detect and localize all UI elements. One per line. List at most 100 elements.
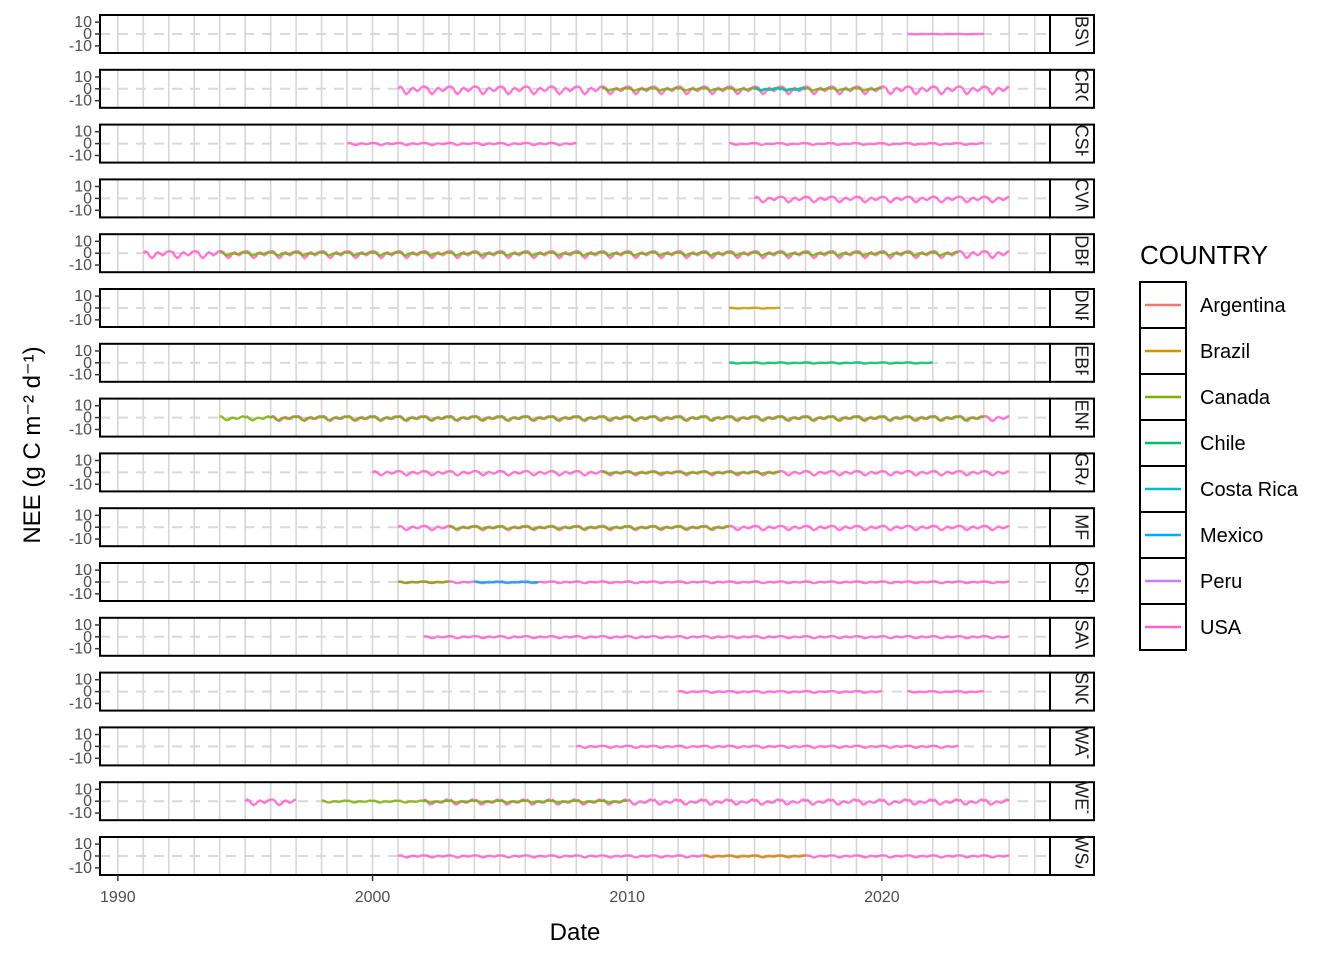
series-line-chile [728,361,933,365]
facet-label: DBF [1071,235,1091,271]
legend-label: Canada [1200,387,1271,409]
y-tick-label: 10 [74,179,92,196]
facet-strip [1049,616,1095,657]
series-lines [728,361,933,365]
y-tick-label: -10 [69,421,92,438]
facet-panel-wat: WAT 100-10 [69,726,1095,767]
facet-panel-wsa: WSA 100-10 [69,835,1095,877]
facet-strip [1049,562,1095,602]
legend-label: Brazil [1200,341,1250,363]
facet-label: CVM [1071,178,1091,218]
series-line-mexico [474,580,539,584]
y-tick-label: 0 [83,355,92,372]
facet-panel-sav: SAV 100-10 [69,616,1095,658]
facet-label: OSH [1071,562,1091,601]
y-axis: 100-10 [69,288,100,329]
y-tick-label: -10 [69,695,92,712]
facet-label: GRA [1071,453,1091,492]
facet-strip [1049,123,1095,164]
series-line-usa [753,195,1010,204]
series-line-canada [448,525,730,531]
y-axis: 100-10 [69,727,100,767]
y-tick-label: 10 [74,398,92,415]
facet-strip [1049,507,1095,548]
series-line-costa-rica [754,86,807,92]
facet-label: ENF [1071,400,1091,436]
facet-panel-dbf: DBF 100-10 [69,233,1095,274]
legend-entry-canada: Canada [1139,373,1271,421]
y-tick-label: 0 [83,300,92,317]
y-axis: 100-10 [69,507,100,548]
y-tick-label: -10 [69,641,92,658]
y-tick-label: 10 [74,343,92,360]
x-tick-label: 2000 [355,889,391,906]
facet-label: EBF [1071,345,1091,380]
series-line-usa [677,689,883,695]
y-axis: 100-10 [69,69,100,110]
series-line-canada [321,799,628,804]
facet-strip [1049,726,1095,767]
legend: COUNTRY Argentina Brazil Canada Chile Costa … [1139,240,1299,651]
series-lines [728,306,780,310]
series-line-usa [575,744,959,750]
legend-label: Chile [1200,433,1246,455]
y-tick-label: 10 [74,562,92,579]
y-tick-label: -10 [69,750,92,767]
facet-strip [1049,452,1095,493]
series-line-canada [601,86,883,92]
y-axis: 100-10 [69,14,100,55]
facet-panel-gra: GRA 100-10 [69,452,1095,493]
y-tick-label: -10 [69,257,92,274]
facet-panels: BSV100-10CRO100-10CSH100-10CVM100-10DBF1… [69,14,1095,877]
series-line-usa [423,634,1010,640]
y-tick-label: 10 [74,672,92,689]
y-tick-label: 0 [83,519,92,536]
legend-label: Argentina [1200,295,1286,317]
y-axis: 100-10 [69,179,100,219]
series-line-canada [219,415,985,422]
y-tick-label: 0 [83,190,92,207]
y-tick-label: 0 [83,793,92,810]
series-lines [753,195,1010,204]
y-tick-label: -10 [69,93,92,110]
y-tick-label: 0 [83,245,92,262]
facet-panel-bsv: BSV 100-10 [69,14,1095,55]
series-line-brazil [728,306,780,310]
y-tick-label: -10 [69,476,92,493]
facet-label: BSV [1071,16,1091,52]
facet-strip [1049,68,1095,109]
y-tick-label: 10 [74,69,92,86]
facet-strip [1049,671,1095,712]
series-line-usa [729,141,985,147]
y-axis: 100-10 [69,781,100,822]
y-tick-label: 0 [83,629,92,646]
y-tick-label: 0 [83,136,92,153]
facet-label: WAT [1071,727,1091,765]
facet-strip [1049,397,1095,438]
x-tick-label: 2020 [864,889,900,906]
series-lines [346,141,985,147]
series-line-usa [244,798,297,807]
x-axis-title: Date [550,919,601,946]
legend-label: USA [1200,617,1242,639]
legend-entry-usa: USA [1139,603,1242,651]
facet-strip [1049,178,1095,219]
series-lines [397,854,1010,859]
y-tick-label: 0 [83,848,92,865]
y-tick-label: 10 [74,233,92,250]
y-tick-label: 10 [74,288,92,305]
facet-label: SNO [1071,672,1091,711]
x-axis: 1990 2000 2010 2020 [100,875,900,906]
facet-panel-cro: CRO 100-10 [69,68,1095,110]
series-lines [219,414,1010,423]
y-tick-label: 0 [83,26,92,43]
legend-label: Mexico [1200,525,1263,547]
facet-panel-cvm: CVM 100-10 [69,178,1095,219]
x-tick-label: 2010 [609,889,645,906]
series-line-canada [219,250,959,257]
y-tick-label: 0 [83,464,92,481]
series-line-usa [397,85,1010,96]
y-tick-label: 0 [83,684,92,701]
facet-panel-csh: CSH 100-10 [69,123,1095,164]
y-tick-label: 0 [83,81,92,98]
